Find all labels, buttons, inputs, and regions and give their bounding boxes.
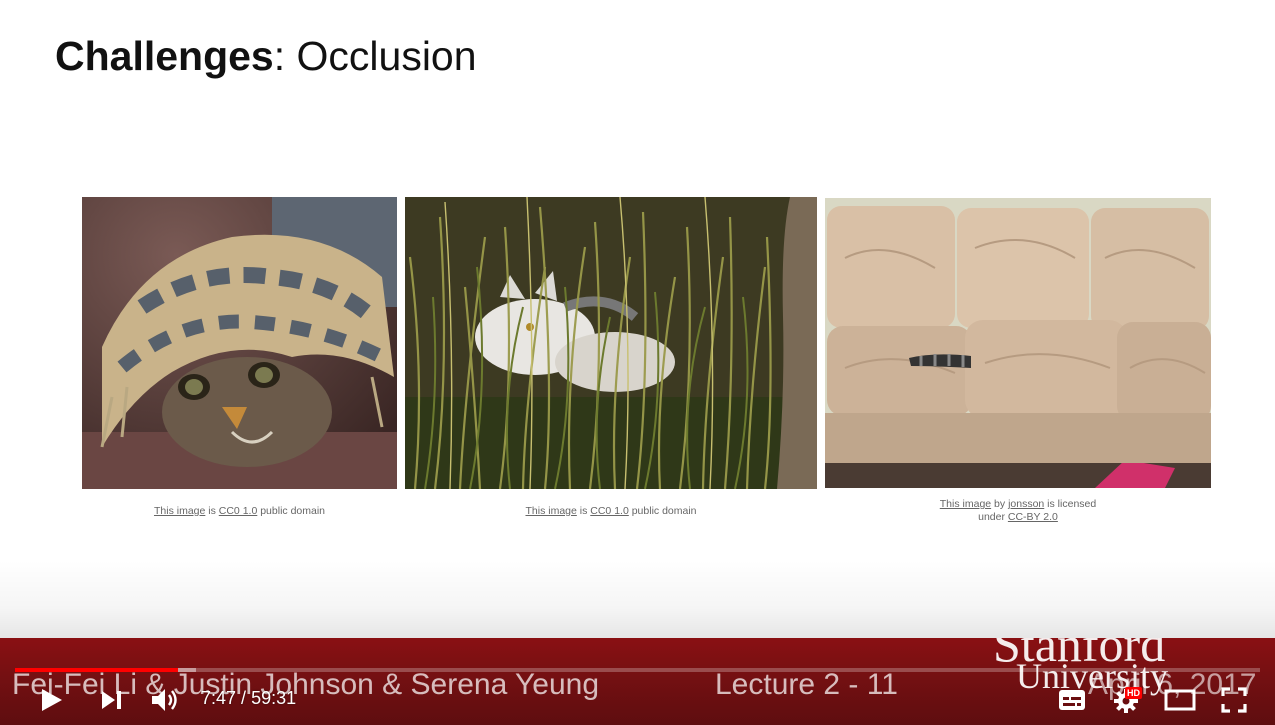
photo-sofa-with-tail bbox=[825, 198, 1211, 488]
credit-2-license-link[interactable]: CC0 1.0 bbox=[590, 505, 629, 517]
theater-mode-icon bbox=[1164, 689, 1196, 711]
credit-1-suffix: public domain bbox=[257, 505, 326, 517]
play-button[interactable] bbox=[38, 687, 64, 713]
credit-3-image-link[interactable]: This image bbox=[939, 498, 992, 510]
credit-3-author-link[interactable]: jonsson bbox=[1008, 498, 1045, 510]
slide-title-rest: : Occlusion bbox=[273, 33, 477, 79]
university-logo-text: University bbox=[1016, 656, 1168, 696]
credit-1-image-link[interactable]: This image bbox=[153, 505, 206, 517]
credit-2-text: is bbox=[576, 505, 591, 517]
credit-3-license-link[interactable]: CC-BY 2.0 bbox=[1007, 511, 1058, 523]
player-gradient bbox=[0, 560, 1275, 640]
credit-3-suffix: is licensed bbox=[1044, 498, 1097, 510]
credit-2-image-link[interactable]: This image bbox=[525, 505, 577, 517]
theater-mode-button[interactable] bbox=[1164, 688, 1196, 712]
subtitles-icon bbox=[1059, 690, 1085, 710]
next-button[interactable] bbox=[100, 689, 124, 711]
footer-instructors: Fei-Fei Li & Justin Johnson & Serena Yeu… bbox=[12, 668, 600, 701]
photo-cat-in-grass bbox=[405, 197, 817, 489]
stanford-logo-text: Stanford bbox=[993, 638, 1166, 672]
photo-credit-3: This image by jonsson is licensed under … bbox=[825, 498, 1211, 524]
footer-lecture-number: Lecture 2 - 11 bbox=[715, 668, 898, 701]
credit-2-suffix: public domain bbox=[628, 505, 697, 517]
fullscreen-icon bbox=[1221, 687, 1247, 713]
progress-bar[interactable] bbox=[15, 668, 1260, 672]
next-icon bbox=[102, 691, 121, 709]
progress-played bbox=[15, 668, 179, 672]
credit-1-license-link[interactable]: CC0 1.0 bbox=[218, 505, 258, 517]
time-separator: / bbox=[236, 688, 252, 708]
volume-icon bbox=[152, 689, 177, 711]
volume-button[interactable] bbox=[150, 686, 180, 714]
photo-credit-1: This image is CC0 1.0 public domain bbox=[82, 505, 397, 518]
current-time: 7:47 bbox=[201, 688, 237, 708]
duration: 59:31 bbox=[251, 688, 297, 708]
footer-date: April 6, 2017 bbox=[1088, 668, 1257, 701]
lecture-footer: Stanford University Fei-Fei Li & Justin … bbox=[0, 638, 1275, 725]
slide-title: Challenges: Occlusion bbox=[55, 33, 477, 80]
hd-badge: HD bbox=[1125, 687, 1142, 699]
subtitles-button[interactable] bbox=[1058, 688, 1086, 712]
credit-3-text: by bbox=[991, 498, 1009, 510]
play-icon bbox=[42, 689, 62, 711]
photo-credit-2: This image is CC0 1.0 public domain bbox=[405, 505, 817, 518]
slide-title-bold: Challenges bbox=[55, 33, 274, 79]
fullscreen-button[interactable] bbox=[1220, 686, 1248, 714]
photo-kitten-under-blanket bbox=[82, 197, 397, 489]
time-display: 7:47 / 59:31 bbox=[201, 688, 296, 709]
credit-3-line2: under bbox=[978, 511, 1008, 523]
credit-1-text: is bbox=[205, 505, 219, 517]
